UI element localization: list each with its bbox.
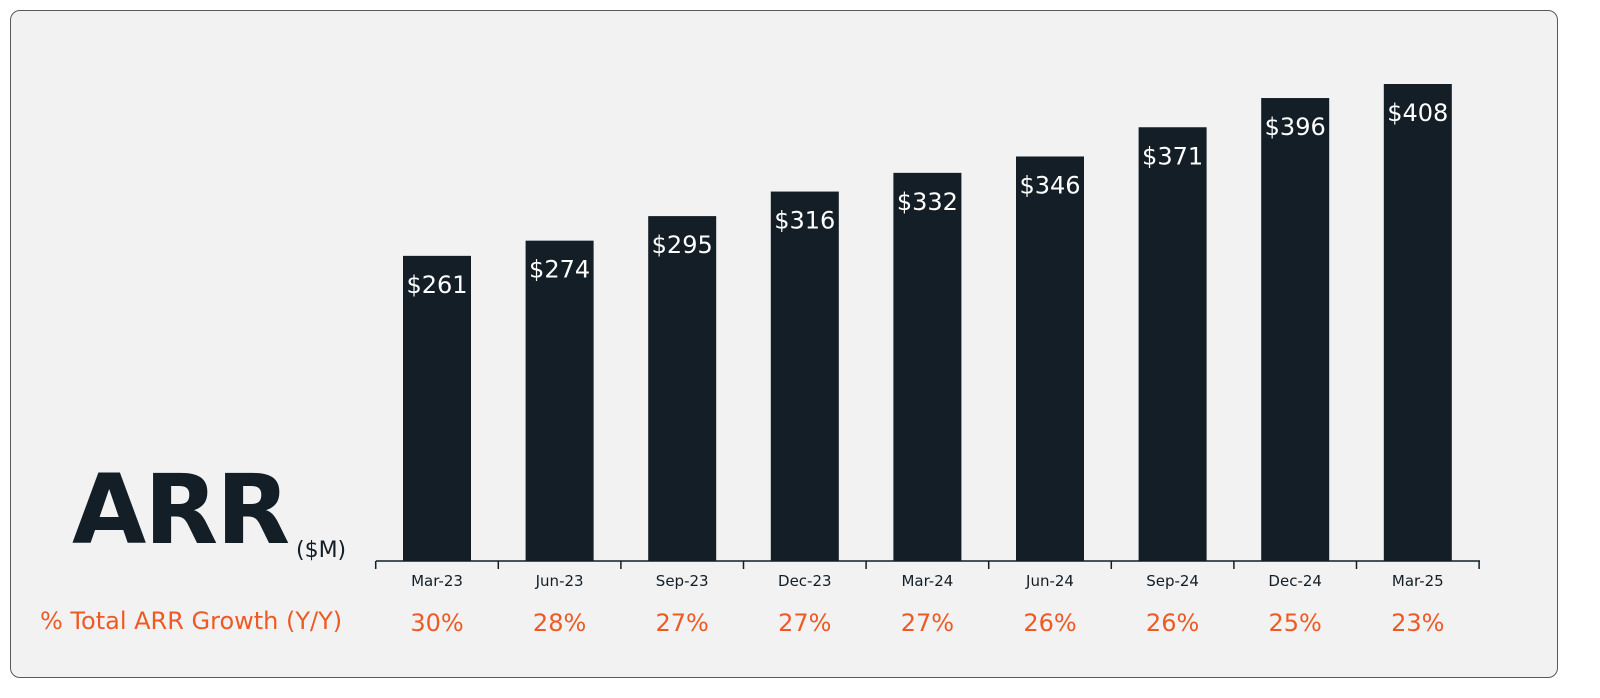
x-tick-label: Mar-23 bbox=[411, 572, 463, 590]
bar bbox=[1383, 84, 1452, 561]
bar-data-label: $396 bbox=[1265, 113, 1326, 141]
x-tick-label: Sep-24 bbox=[1146, 572, 1199, 590]
bar-data-label: $261 bbox=[406, 271, 467, 299]
x-tick-label: Mar-25 bbox=[1392, 572, 1444, 590]
bar-data-label: $371 bbox=[1142, 142, 1203, 170]
x-tick-label: Jun-24 bbox=[1025, 572, 1074, 590]
x-tick-label: Dec-23 bbox=[778, 572, 832, 590]
growth-value: 27% bbox=[901, 609, 954, 637]
x-tick-label: Jun-23 bbox=[535, 572, 584, 590]
bar bbox=[1138, 127, 1207, 561]
x-tick-label: Mar-24 bbox=[901, 572, 953, 590]
bar-data-label: $332 bbox=[897, 188, 958, 216]
bar-data-label: $346 bbox=[1019, 171, 1080, 199]
chart-unit: ($M) bbox=[296, 538, 347, 563]
bar-data-label: $295 bbox=[652, 231, 713, 259]
growth-value: 30% bbox=[410, 609, 463, 637]
growth-value: 23% bbox=[1391, 609, 1444, 637]
bar bbox=[1261, 98, 1330, 561]
growth-row-label: % Total ARR Growth (Y/Y) bbox=[40, 607, 343, 635]
bar bbox=[403, 255, 471, 561]
bar-data-label: $316 bbox=[774, 207, 835, 235]
bar-data-label: $274 bbox=[529, 256, 590, 284]
x-tick-label: Dec-24 bbox=[1268, 572, 1322, 590]
bar-data-label: $408 bbox=[1387, 99, 1448, 127]
bar bbox=[770, 191, 839, 561]
growth-value: 25% bbox=[1269, 609, 1322, 637]
bar bbox=[525, 240, 594, 562]
growth-value: 27% bbox=[778, 609, 831, 637]
bar bbox=[648, 216, 717, 561]
chart-title: ARR bbox=[72, 454, 290, 566]
labels-group: $261 Mar-23 30% $274 Jun-23 28% $295 Sep-23 27% $… bbox=[406, 99, 1448, 637]
x-tick-label: Sep-23 bbox=[656, 572, 709, 590]
x-axis bbox=[374, 560, 1480, 569]
growth-value: 27% bbox=[656, 609, 709, 637]
bars-group bbox=[403, 84, 1452, 562]
growth-value: 28% bbox=[533, 609, 586, 637]
bar bbox=[1016, 156, 1084, 561]
growth-value: 26% bbox=[1146, 609, 1199, 637]
bar bbox=[893, 172, 962, 561]
growth-value: 26% bbox=[1023, 609, 1076, 637]
